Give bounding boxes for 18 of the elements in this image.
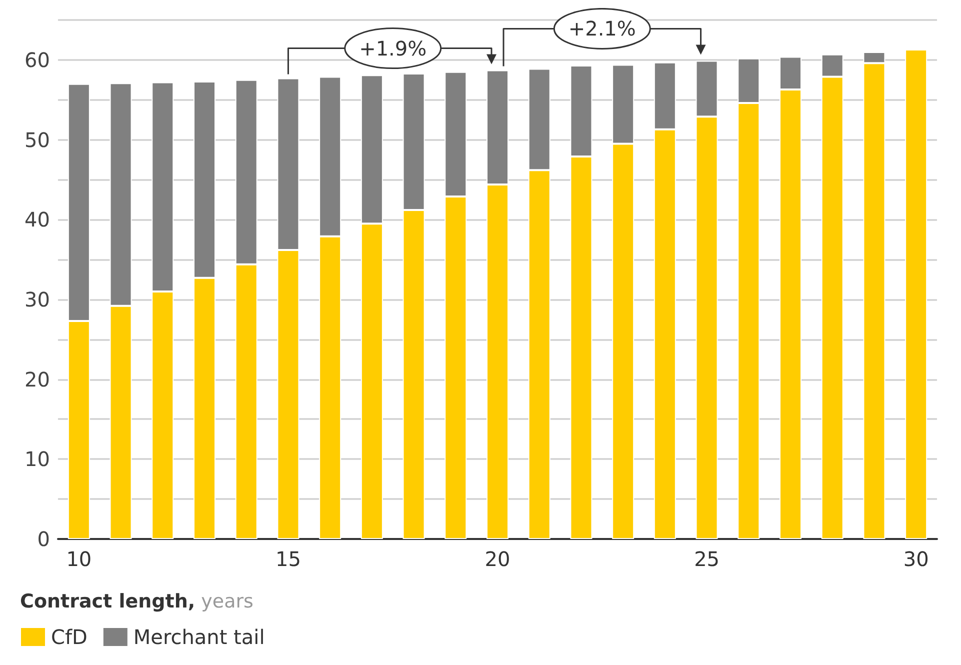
y-tick-label: 20 bbox=[24, 367, 50, 392]
y-tick-label: 10 bbox=[24, 447, 50, 472]
y-tick-label: 0 bbox=[37, 527, 50, 551]
x-tick-label: 15 bbox=[275, 547, 301, 571]
bar bbox=[905, 50, 928, 539]
y-tick-label: 60 bbox=[24, 48, 50, 72]
y-tick-label: 50 bbox=[24, 128, 50, 152]
x-tick-label: 10 bbox=[66, 547, 92, 571]
legend-label: CfD bbox=[51, 625, 88, 649]
x-tick-label: 30 bbox=[903, 547, 929, 571]
legend-label: Merchant tail bbox=[133, 625, 265, 649]
x-axis-title: Contract length, years bbox=[20, 590, 254, 612]
x-tick-label: 25 bbox=[694, 547, 720, 571]
annotation: +2.1% bbox=[568, 16, 636, 41]
y-tick-label: 40 bbox=[24, 208, 50, 232]
y-tick-label: 30 bbox=[24, 287, 50, 312]
annotation: +1.9% bbox=[359, 36, 427, 60]
x-tick-label: 20 bbox=[484, 547, 510, 571]
